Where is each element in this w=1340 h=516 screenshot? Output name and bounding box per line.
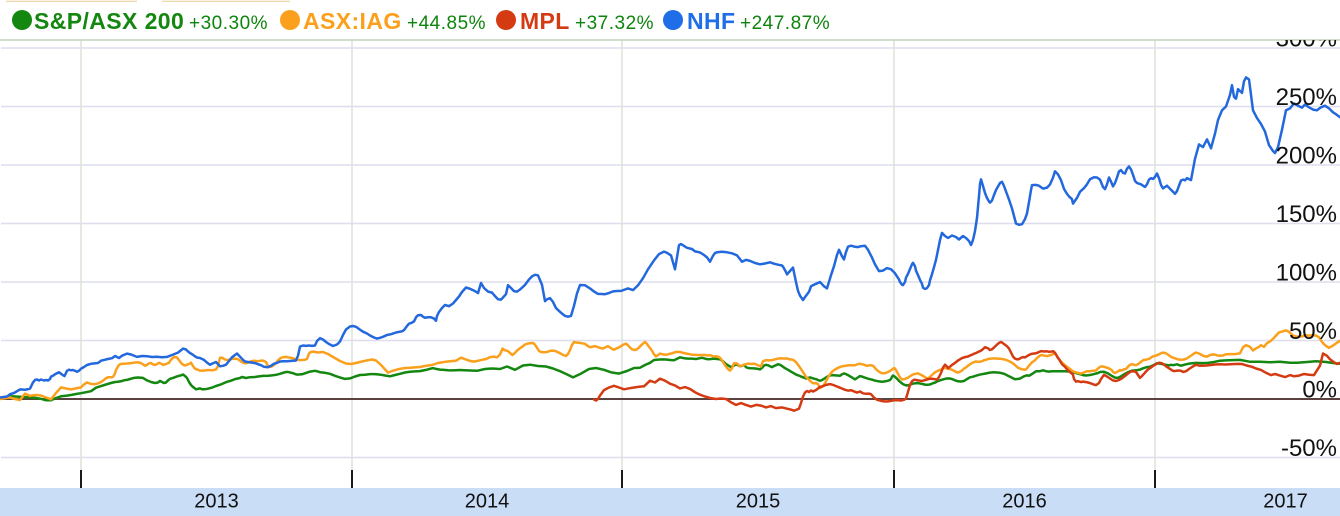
svg-text:200%: 200%	[1276, 143, 1337, 170]
svg-text:150%: 150%	[1276, 201, 1337, 228]
svg-text:0%: 0%	[1302, 377, 1337, 404]
svg-text:300%: 300%	[1276, 26, 1337, 53]
svg-text:2016: 2016	[1002, 491, 1047, 513]
svg-text:50%: 50%	[1289, 318, 1337, 345]
svg-text:-50%: -50%	[1281, 435, 1337, 462]
svg-text:2017: 2017	[1263, 491, 1308, 513]
svg-text:2015: 2015	[736, 491, 781, 513]
svg-text:2014: 2014	[465, 491, 510, 513]
svg-text:100%: 100%	[1276, 260, 1337, 287]
svg-text:2013: 2013	[194, 491, 239, 513]
svg-text:250%: 250%	[1276, 84, 1337, 111]
